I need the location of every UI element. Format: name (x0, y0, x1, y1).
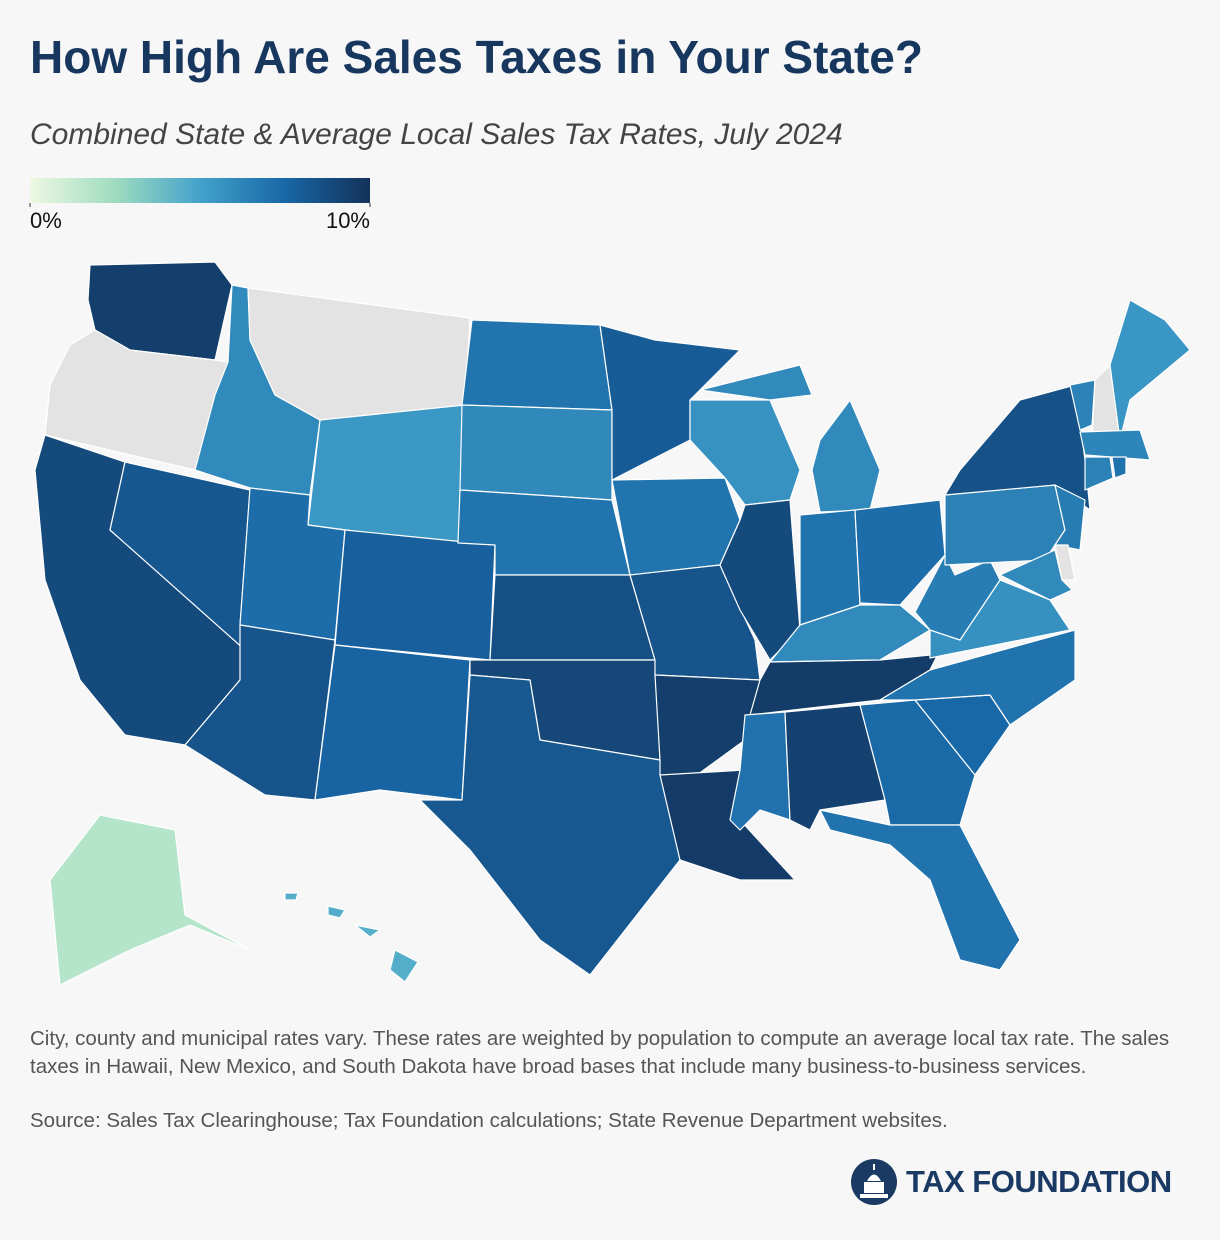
state (879, 629, 1076, 726)
state (459, 404, 613, 501)
state (1069, 379, 1096, 431)
notes: City, county and municipal rates vary. T… (30, 1027, 1170, 1078)
state (49, 814, 251, 986)
state (1109, 299, 1191, 441)
state (307, 404, 466, 546)
state (999, 549, 1073, 601)
state (419, 674, 681, 976)
state (914, 554, 1001, 641)
state (1084, 456, 1114, 491)
source: Source: Sales Tax Clearinghouse; Tax Fou… (30, 1109, 948, 1132)
logo-icon (851, 1159, 897, 1205)
subtitle: Combined State & Average Local Sales Tax… (30, 118, 843, 151)
state (334, 529, 496, 661)
state (819, 809, 1021, 971)
state (184, 624, 336, 801)
logo: TAX FOUNDATION (850, 1158, 1172, 1206)
logo-text: TAX FOUNDATION (906, 1164, 1172, 1199)
state (719, 499, 801, 661)
legend-bar (30, 178, 370, 203)
map: 0% 10% (29, 178, 1191, 986)
state (314, 644, 471, 801)
state (489, 574, 656, 661)
title: How High Are Sales Taxes in Your State? (30, 31, 923, 83)
state (611, 477, 741, 576)
legend-tick-label: 0% (30, 208, 62, 233)
state (854, 499, 946, 606)
state (1079, 429, 1151, 461)
state (284, 892, 419, 983)
state (1111, 456, 1127, 479)
state (461, 319, 613, 411)
legend-tick-label: 10% (326, 208, 370, 233)
